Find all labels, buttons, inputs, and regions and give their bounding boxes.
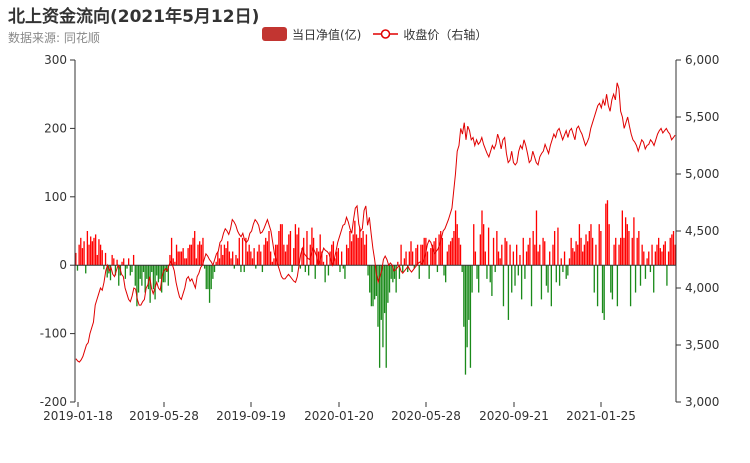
x-tick-label: 2020-05-28 xyxy=(391,409,461,423)
chart-subtitle: 数据来源: 同花顺 xyxy=(8,31,100,45)
right-tick-label: 3,000 xyxy=(685,395,719,409)
left-tick-label: -200 xyxy=(40,395,67,409)
bar-series xyxy=(75,200,676,375)
left-tick-label: 200 xyxy=(44,121,67,135)
legend-item-close-price[interactable]: 收盘价（右轴） xyxy=(373,26,487,43)
right-tick-label: 5,500 xyxy=(685,110,719,124)
axes: -200 -100 0 100 200 300 3,000 3,500 4,000 4,500 5,… xyxy=(40,53,720,423)
close-price-line xyxy=(75,82,676,363)
legend-label-net-inflow: 当日净值(亿) xyxy=(292,27,362,42)
chart-title: 北上资金流向(2021年5月12日) xyxy=(8,7,260,27)
x-tick-label: 2019-05-28 xyxy=(129,409,199,423)
x-tick-label: 2021-01-25 xyxy=(566,409,636,423)
left-tick-label: 300 xyxy=(44,53,67,67)
left-tick-label: -100 xyxy=(40,327,67,341)
legend-item-net-inflow[interactable]: 当日净值(亿) xyxy=(262,26,361,43)
line-series xyxy=(75,82,676,363)
right-tick-label: 6,000 xyxy=(685,53,719,67)
x-tick-label: 2019-09-19 xyxy=(216,409,286,423)
legend-bar-swatch xyxy=(262,27,287,41)
x-tick-label: 2019-01-18 xyxy=(43,409,113,423)
right-tick-label: 5,000 xyxy=(685,167,719,181)
left-tick-label: 100 xyxy=(44,190,67,204)
right-tick-label: 3,500 xyxy=(685,338,719,352)
legend-line-swatch xyxy=(373,29,399,39)
x-tick-label: 2020-09-21 xyxy=(479,409,549,423)
left-tick-label: 0 xyxy=(59,258,67,272)
legend-label-close-price: 收盘价（右轴） xyxy=(403,27,488,42)
legend[interactable]: 当日净值(亿) 收盘价（右轴） xyxy=(262,26,499,42)
x-tick-label: 2020-01-20 xyxy=(304,409,374,423)
right-tick-label: 4,000 xyxy=(685,281,719,295)
right-tick-label: 4,500 xyxy=(685,224,719,238)
